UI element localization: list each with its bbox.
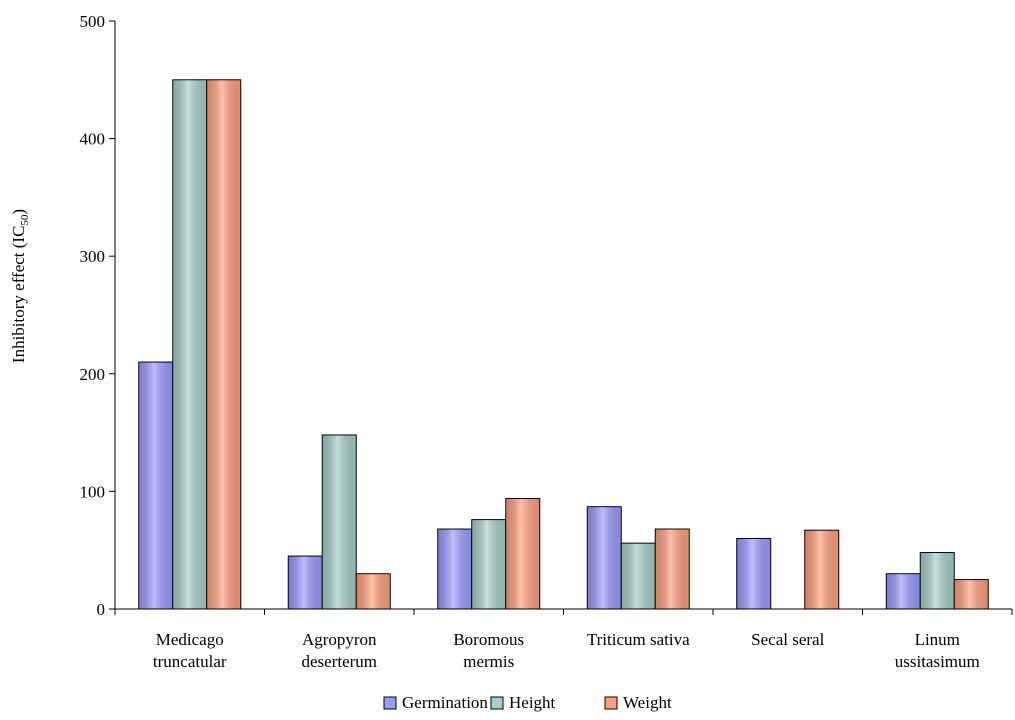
svg-text:Inhibitory effect (IC50): Inhibitory effect (IC50) — [9, 209, 31, 363]
bar-height-linum-ussitasimum — [919, 552, 955, 610]
bar-height-triticum-sativa — [620, 542, 656, 610]
x-tick-label-linum-ussitasimum: Linum ussitasimum — [895, 630, 980, 671]
bar-weight-boromous-mermis — [505, 497, 541, 610]
bar-weight-linum-ussitasimum — [953, 579, 989, 610]
legend-item-height: Height — [490, 693, 556, 712]
legend-swatch — [383, 696, 397, 710]
y-axis-label-close: ) — [9, 209, 28, 215]
y-tick-label: 200 — [80, 365, 106, 384]
bar-germination-agropyron-deserterum — [287, 555, 323, 610]
bar-germination-triticum-sativa — [586, 506, 622, 610]
legend-item-weight: Weight — [604, 693, 672, 712]
y-tick-label: 300 — [80, 247, 106, 266]
bar-germination-linum-ussitasimum — [885, 573, 921, 610]
bar-weight-agropyron-deserterum — [355, 573, 391, 610]
plot-area: 0 100 200 300 400 500 Medicago truncatular Agrop… — [80, 12, 1013, 671]
y-tick-label: 0 — [97, 600, 106, 619]
x-tick-label-medicago-truncatular: Medicago truncatular — [153, 630, 227, 671]
y-tick-label: 500 — [80, 12, 106, 31]
legend-label: Weight — [623, 693, 672, 712]
y-tick-label: 400 — [80, 130, 106, 149]
x-tick-label-boromous-mermis: Boromous mermis — [453, 630, 524, 671]
bar-height-agropyron-deserterum — [321, 434, 357, 610]
legend-swatch — [604, 696, 618, 710]
y-tick-label: 100 — [80, 482, 106, 501]
legend-label: Germination — [402, 693, 488, 712]
x-tick-label-triticum-sativa: Triticum sativa — [587, 630, 690, 649]
bar-weight-triticum-sativa — [654, 528, 690, 610]
legend-item-germination: Germination — [383, 693, 488, 712]
bar-germination-boromous-mermis — [437, 528, 473, 610]
y-axis-label: Inhibitory effect (IC50) — [9, 209, 31, 363]
bar-weight-secal-seral — [804, 529, 840, 610]
bar-germination-medicago-truncatular — [138, 361, 174, 610]
x-tick-label-secal-seral: Secal seral — [751, 630, 824, 649]
bar-height-boromous-mermis — [471, 519, 507, 610]
bar-height-medicago-truncatular — [172, 79, 208, 610]
y-axis-label-main: Inhibitory effect (IC — [9, 226, 28, 364]
bar-weight-medicago-truncatular — [206, 79, 242, 610]
x-tick-label-agropyron-deserterum: Agropyron deserterum — [301, 630, 377, 671]
legend-swatch — [490, 696, 504, 710]
legend-label: Height — [509, 693, 556, 712]
y-axis-label-subscript: 50 — [19, 214, 31, 226]
legend: Germination Height Weight — [383, 693, 672, 712]
bar-germination-secal-seral — [736, 537, 772, 610]
